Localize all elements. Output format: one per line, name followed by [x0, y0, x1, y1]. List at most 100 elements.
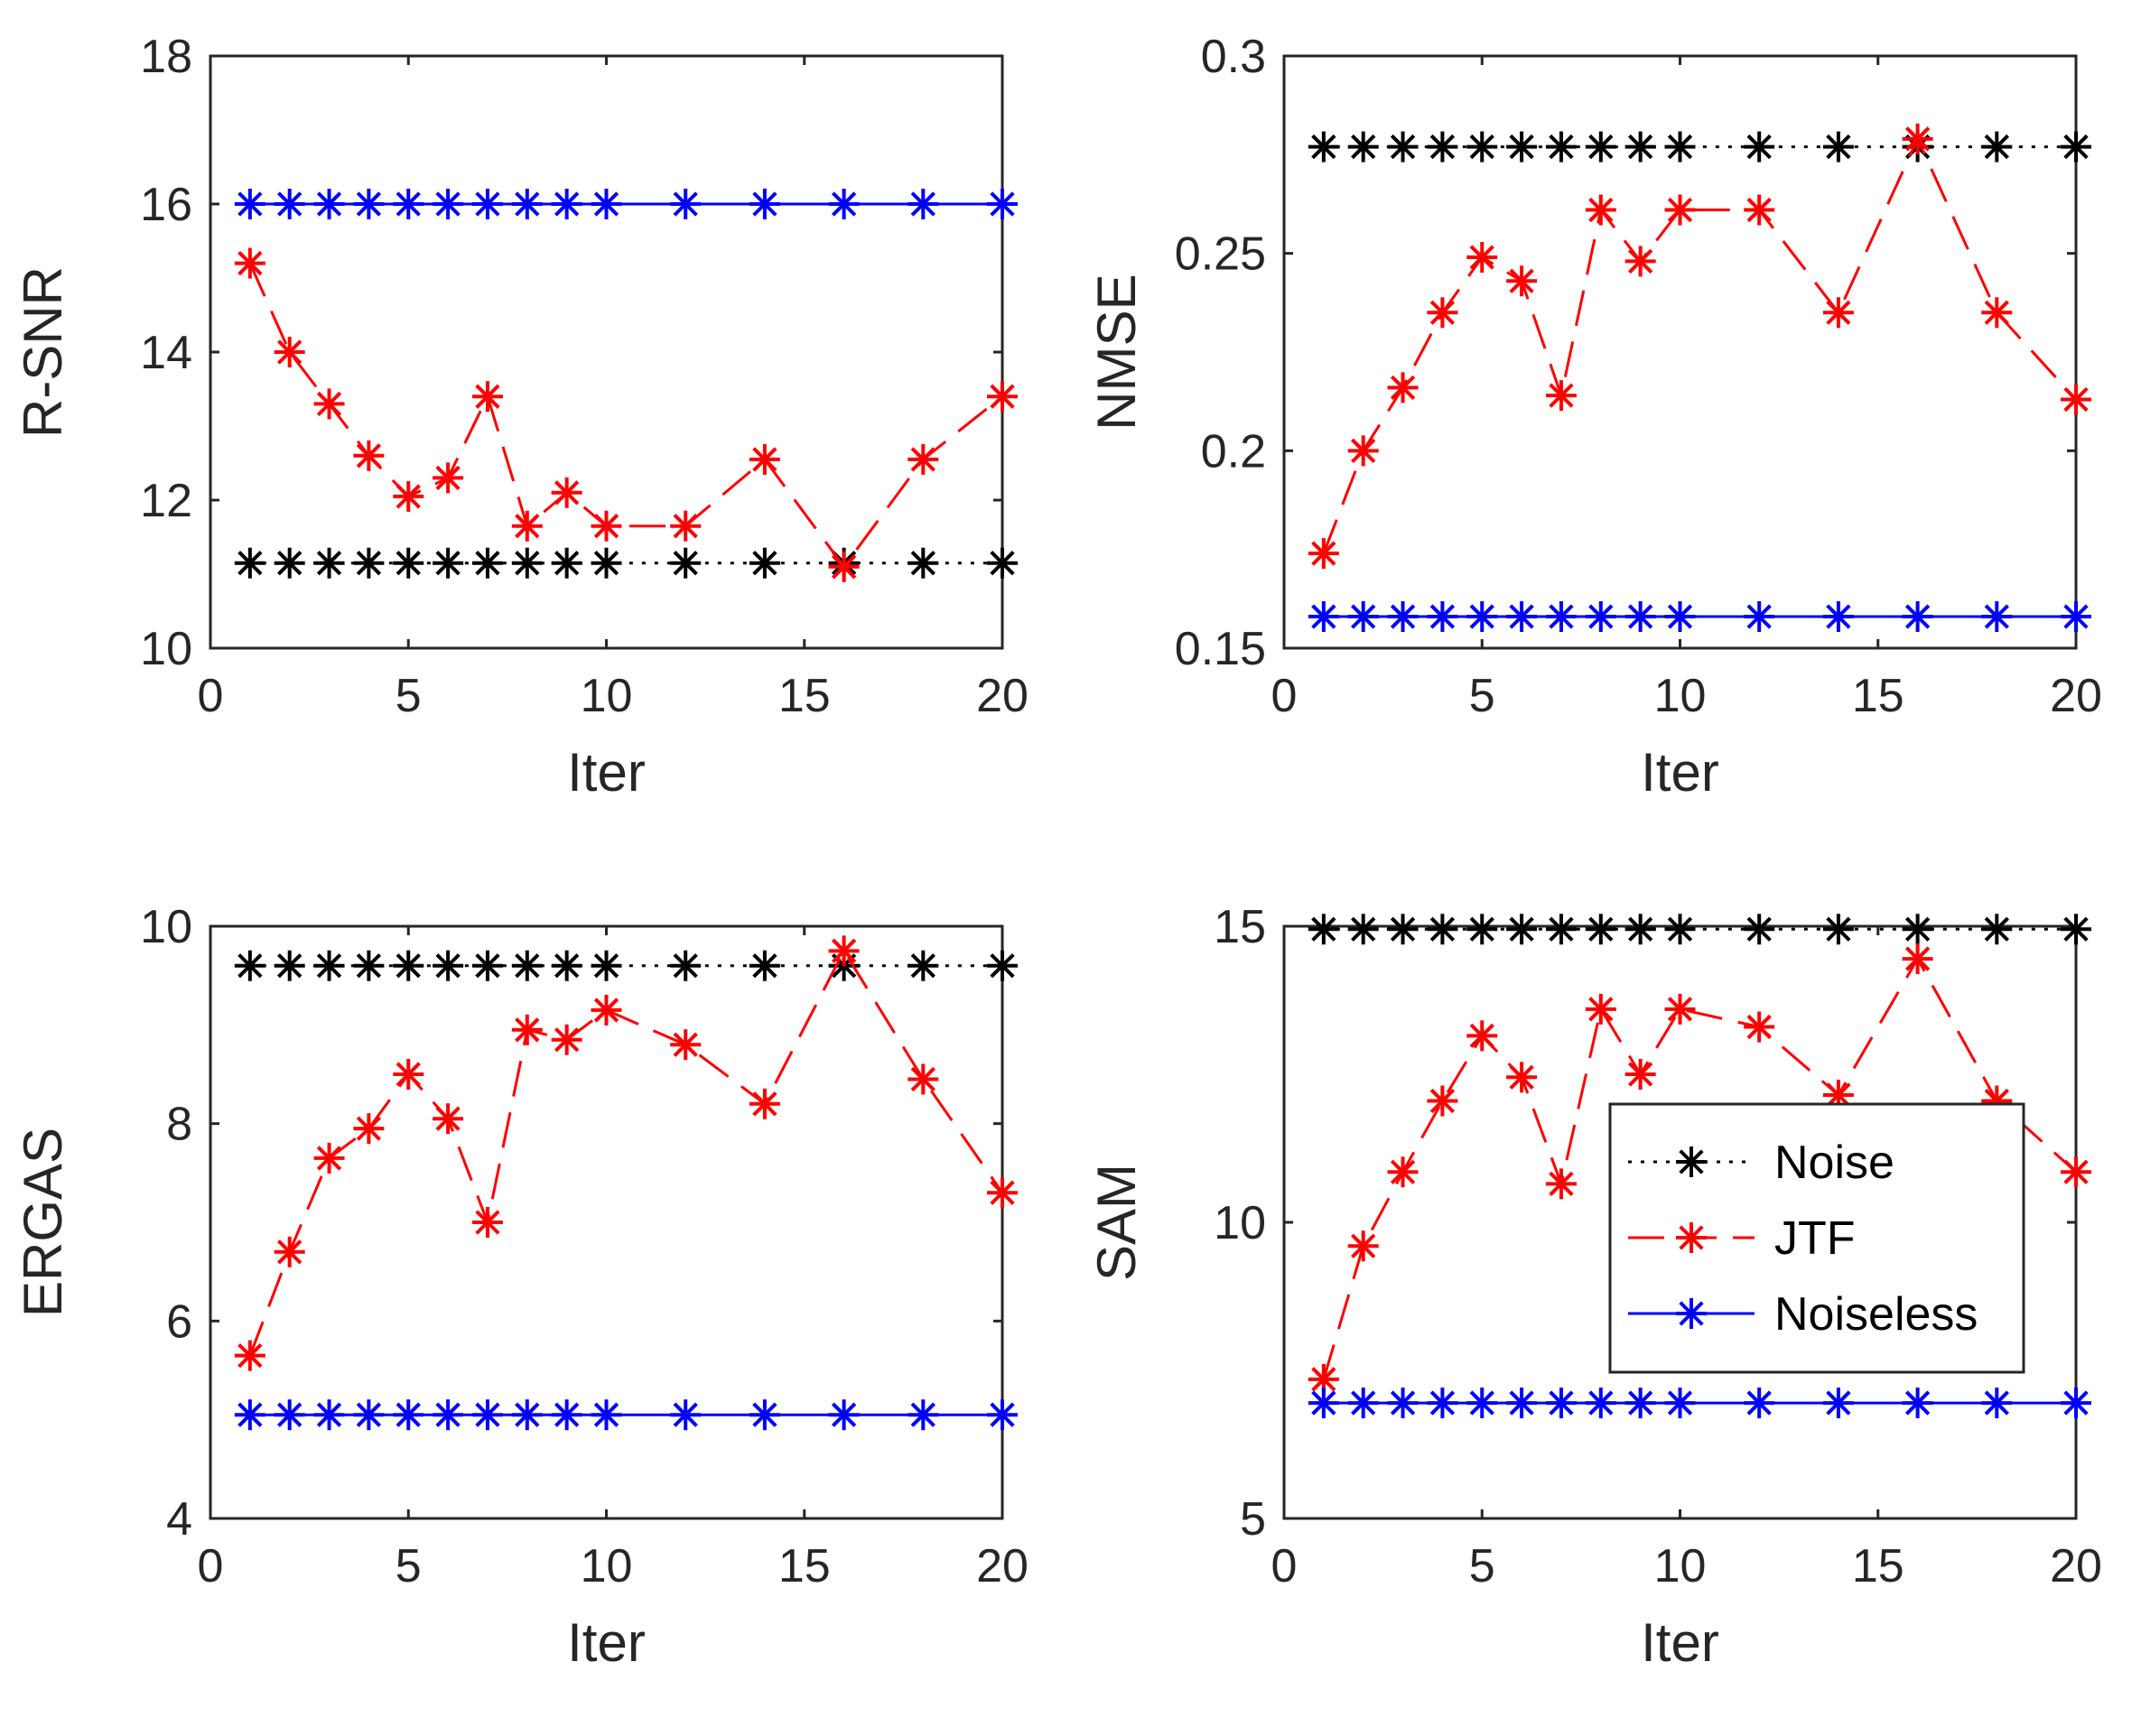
- data-point-noise: [433, 547, 464, 579]
- data-point-jtf: [1347, 435, 1379, 467]
- data-point-noise: [1902, 914, 1933, 945]
- data-point-jtf: [1506, 1062, 1538, 1093]
- data-point-noiseless: [670, 1399, 702, 1431]
- data-point-jtf: [1545, 1168, 1577, 1200]
- data-point-jtf: [908, 443, 939, 475]
- data-point-jtf: [1466, 242, 1498, 274]
- data-point-noise: [1308, 914, 1339, 945]
- data-point-noise: [234, 547, 265, 579]
- data-point-noiseless: [1744, 601, 1775, 633]
- data-point-noiseless: [1744, 1388, 1775, 1419]
- series-noise: [234, 547, 1018, 579]
- series-noiseless: [1308, 601, 2091, 633]
- x-tick-label: 0: [198, 670, 224, 722]
- data-point-noiseless: [1545, 601, 1577, 633]
- y-tick-label: 14: [140, 327, 192, 379]
- y-tick-label: 12: [140, 475, 192, 527]
- data-point-jtf: [274, 337, 305, 367]
- data-point-noiseless: [1981, 601, 2013, 633]
- data-point-noise: [1585, 914, 1616, 945]
- data-point-noiseless: [1427, 601, 1458, 633]
- data-point-noise: [1624, 131, 1656, 162]
- data-point-noiseless: [1902, 601, 1933, 633]
- data-point-noise: [908, 950, 939, 981]
- data-point-noiseless: [393, 189, 424, 219]
- data-point-jtf: [1308, 538, 1339, 570]
- y-tick-label: 0.3: [1201, 31, 1266, 83]
- data-point-noise: [1624, 914, 1656, 945]
- data-point-noiseless: [471, 1399, 503, 1431]
- x-tick-label: 20: [976, 670, 1029, 722]
- data-point-noiseless: [1822, 601, 1854, 633]
- data-point-noise: [749, 950, 780, 981]
- data-point-noiseless: [313, 189, 345, 219]
- data-point-jtf: [670, 1029, 702, 1061]
- data-point-noiseless: [828, 189, 860, 219]
- data-point-jtf: [591, 510, 622, 542]
- data-point-noise: [1981, 131, 2013, 162]
- data-point-jtf: [313, 1142, 345, 1174]
- series-jtf: [234, 935, 1018, 1371]
- data-point-noise: [353, 950, 385, 981]
- data-point-noise: [1822, 914, 1854, 945]
- series-noise: [1308, 914, 2091, 945]
- data-point-jtf: [353, 440, 385, 471]
- data-point-noise: [1466, 914, 1498, 945]
- y-axis-label: SAM: [1086, 1164, 1147, 1281]
- data-point-noiseless: [749, 1399, 780, 1431]
- data-point-noise: [1308, 131, 1339, 162]
- data-point-noise: [1744, 914, 1775, 945]
- data-point-noise: [1664, 914, 1696, 945]
- data-point-noise: [749, 547, 780, 579]
- data-point-jtf: [433, 462, 464, 494]
- data-point-noiseless: [1466, 601, 1498, 633]
- data-point-noiseless: [433, 189, 464, 219]
- data-point-noise: [393, 547, 424, 579]
- data-point-noiseless: [1981, 1388, 2013, 1419]
- x-tick-label: 5: [396, 1540, 422, 1592]
- data-point-jtf: [393, 480, 424, 512]
- data-point-jtf: [471, 381, 503, 413]
- data-point-noiseless: [1347, 1388, 1379, 1419]
- x-tick-label: 20: [2050, 1540, 2102, 1592]
- x-tick-label: 15: [1852, 670, 1904, 722]
- data-point-noise: [1981, 914, 2013, 945]
- data-point-jtf: [987, 1177, 1018, 1209]
- series-noise: [234, 950, 1018, 981]
- data-point-noiseless: [908, 189, 939, 219]
- data-point-jtf: [1506, 265, 1538, 297]
- data-point-noiseless: [1585, 601, 1616, 633]
- x-axis-label: Iter: [567, 1612, 646, 1673]
- data-point-jtf: [908, 1063, 939, 1095]
- data-point-noise: [471, 547, 503, 579]
- y-tick-label: 16: [140, 179, 192, 231]
- data-point-jtf: [313, 388, 345, 420]
- data-point-noise: [1427, 914, 1458, 945]
- data-point-noise: [908, 547, 939, 579]
- data-point-noiseless: [591, 189, 622, 219]
- data-point-jtf: [1347, 1230, 1379, 1262]
- data-point-noiseless: [353, 189, 385, 219]
- data-point-noise: [1427, 131, 1458, 162]
- x-tick-label: 5: [1469, 670, 1495, 722]
- y-tick-label: 4: [166, 1493, 192, 1546]
- data-point-noise: [670, 547, 702, 579]
- data-point-noise: [313, 547, 345, 579]
- data-point-jtf: [1427, 297, 1458, 329]
- data-point-noise: [1466, 131, 1498, 162]
- data-point-noise: [433, 950, 464, 981]
- data-point-jtf: [353, 1113, 385, 1145]
- y-tick-label: 0.2: [1201, 425, 1266, 478]
- y-tick-label: 8: [166, 1099, 192, 1151]
- data-point-noiseless: [1545, 1388, 1577, 1419]
- x-tick-label: 10: [1654, 670, 1707, 722]
- data-point-noise: [591, 547, 622, 579]
- x-tick-label: 15: [778, 1540, 831, 1592]
- data-point-noiseless: [471, 189, 503, 219]
- legend-marker: [1676, 1298, 1707, 1329]
- x-axis-label: Iter: [567, 742, 646, 803]
- series-jtf: [234, 247, 1018, 582]
- x-tick-label: 0: [1271, 1540, 1298, 1592]
- data-point-noiseless: [1902, 1388, 1933, 1419]
